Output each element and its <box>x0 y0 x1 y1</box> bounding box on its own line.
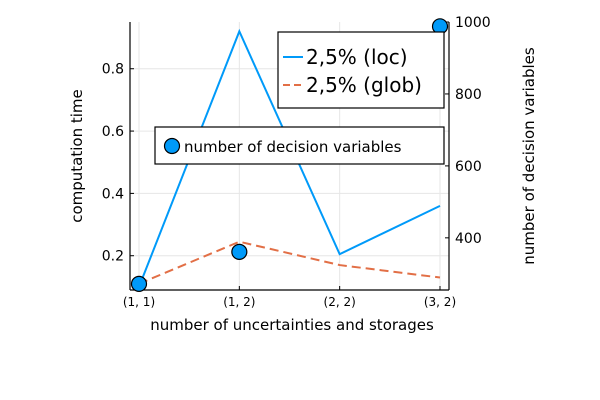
legend-markers: number of decision variables <box>154 126 445 165</box>
marker-layer <box>130 18 449 292</box>
legend-marker-label: number of decision variables <box>184 138 402 156</box>
x-tick-label: (2, 2) <box>324 295 356 309</box>
legend-markers-box <box>154 126 445 165</box>
y-tick-label: 0.6 <box>102 124 124 140</box>
legend-loc-label: 2,5% (loc) <box>306 45 408 69</box>
tick-labels: (1, 1) (1, 2) (2, 2) (3, 2) 0.2 0.4 0.6 0.8 400 6… <box>102 15 491 309</box>
legend-lines: 2,5% (loc) 2,5% (glob) <box>277 31 445 109</box>
x-tick-label: (1, 2) <box>223 295 255 309</box>
y-tick-label: 0.2 <box>102 249 124 265</box>
decision-variables-marker <box>231 243 248 260</box>
legend-glob-label: 2,5% (glob) <box>306 73 422 97</box>
x-axis-title: number of uncertainties and storages <box>150 316 434 334</box>
x-tick-label: (1, 1) <box>123 295 155 309</box>
y2-tick-label: 600 <box>455 159 482 175</box>
series-glob-line <box>138 240 441 285</box>
y2-tick-label: 800 <box>455 87 482 103</box>
decision-variables-marker <box>130 275 148 292</box>
y2-axis-title: number of decision variables <box>520 47 538 265</box>
legend-lines-box <box>277 31 445 109</box>
y-tick-label: 0.4 <box>102 186 124 202</box>
legend-marker-swatch <box>163 137 181 155</box>
x-tick-label: (3, 2) <box>424 295 456 309</box>
y2-tick-label: 400 <box>455 231 482 247</box>
y2-tick-label: 1000 <box>455 15 491 31</box>
y-tick-label: 0.8 <box>102 62 124 78</box>
y-axis-title: computation time <box>68 89 86 223</box>
